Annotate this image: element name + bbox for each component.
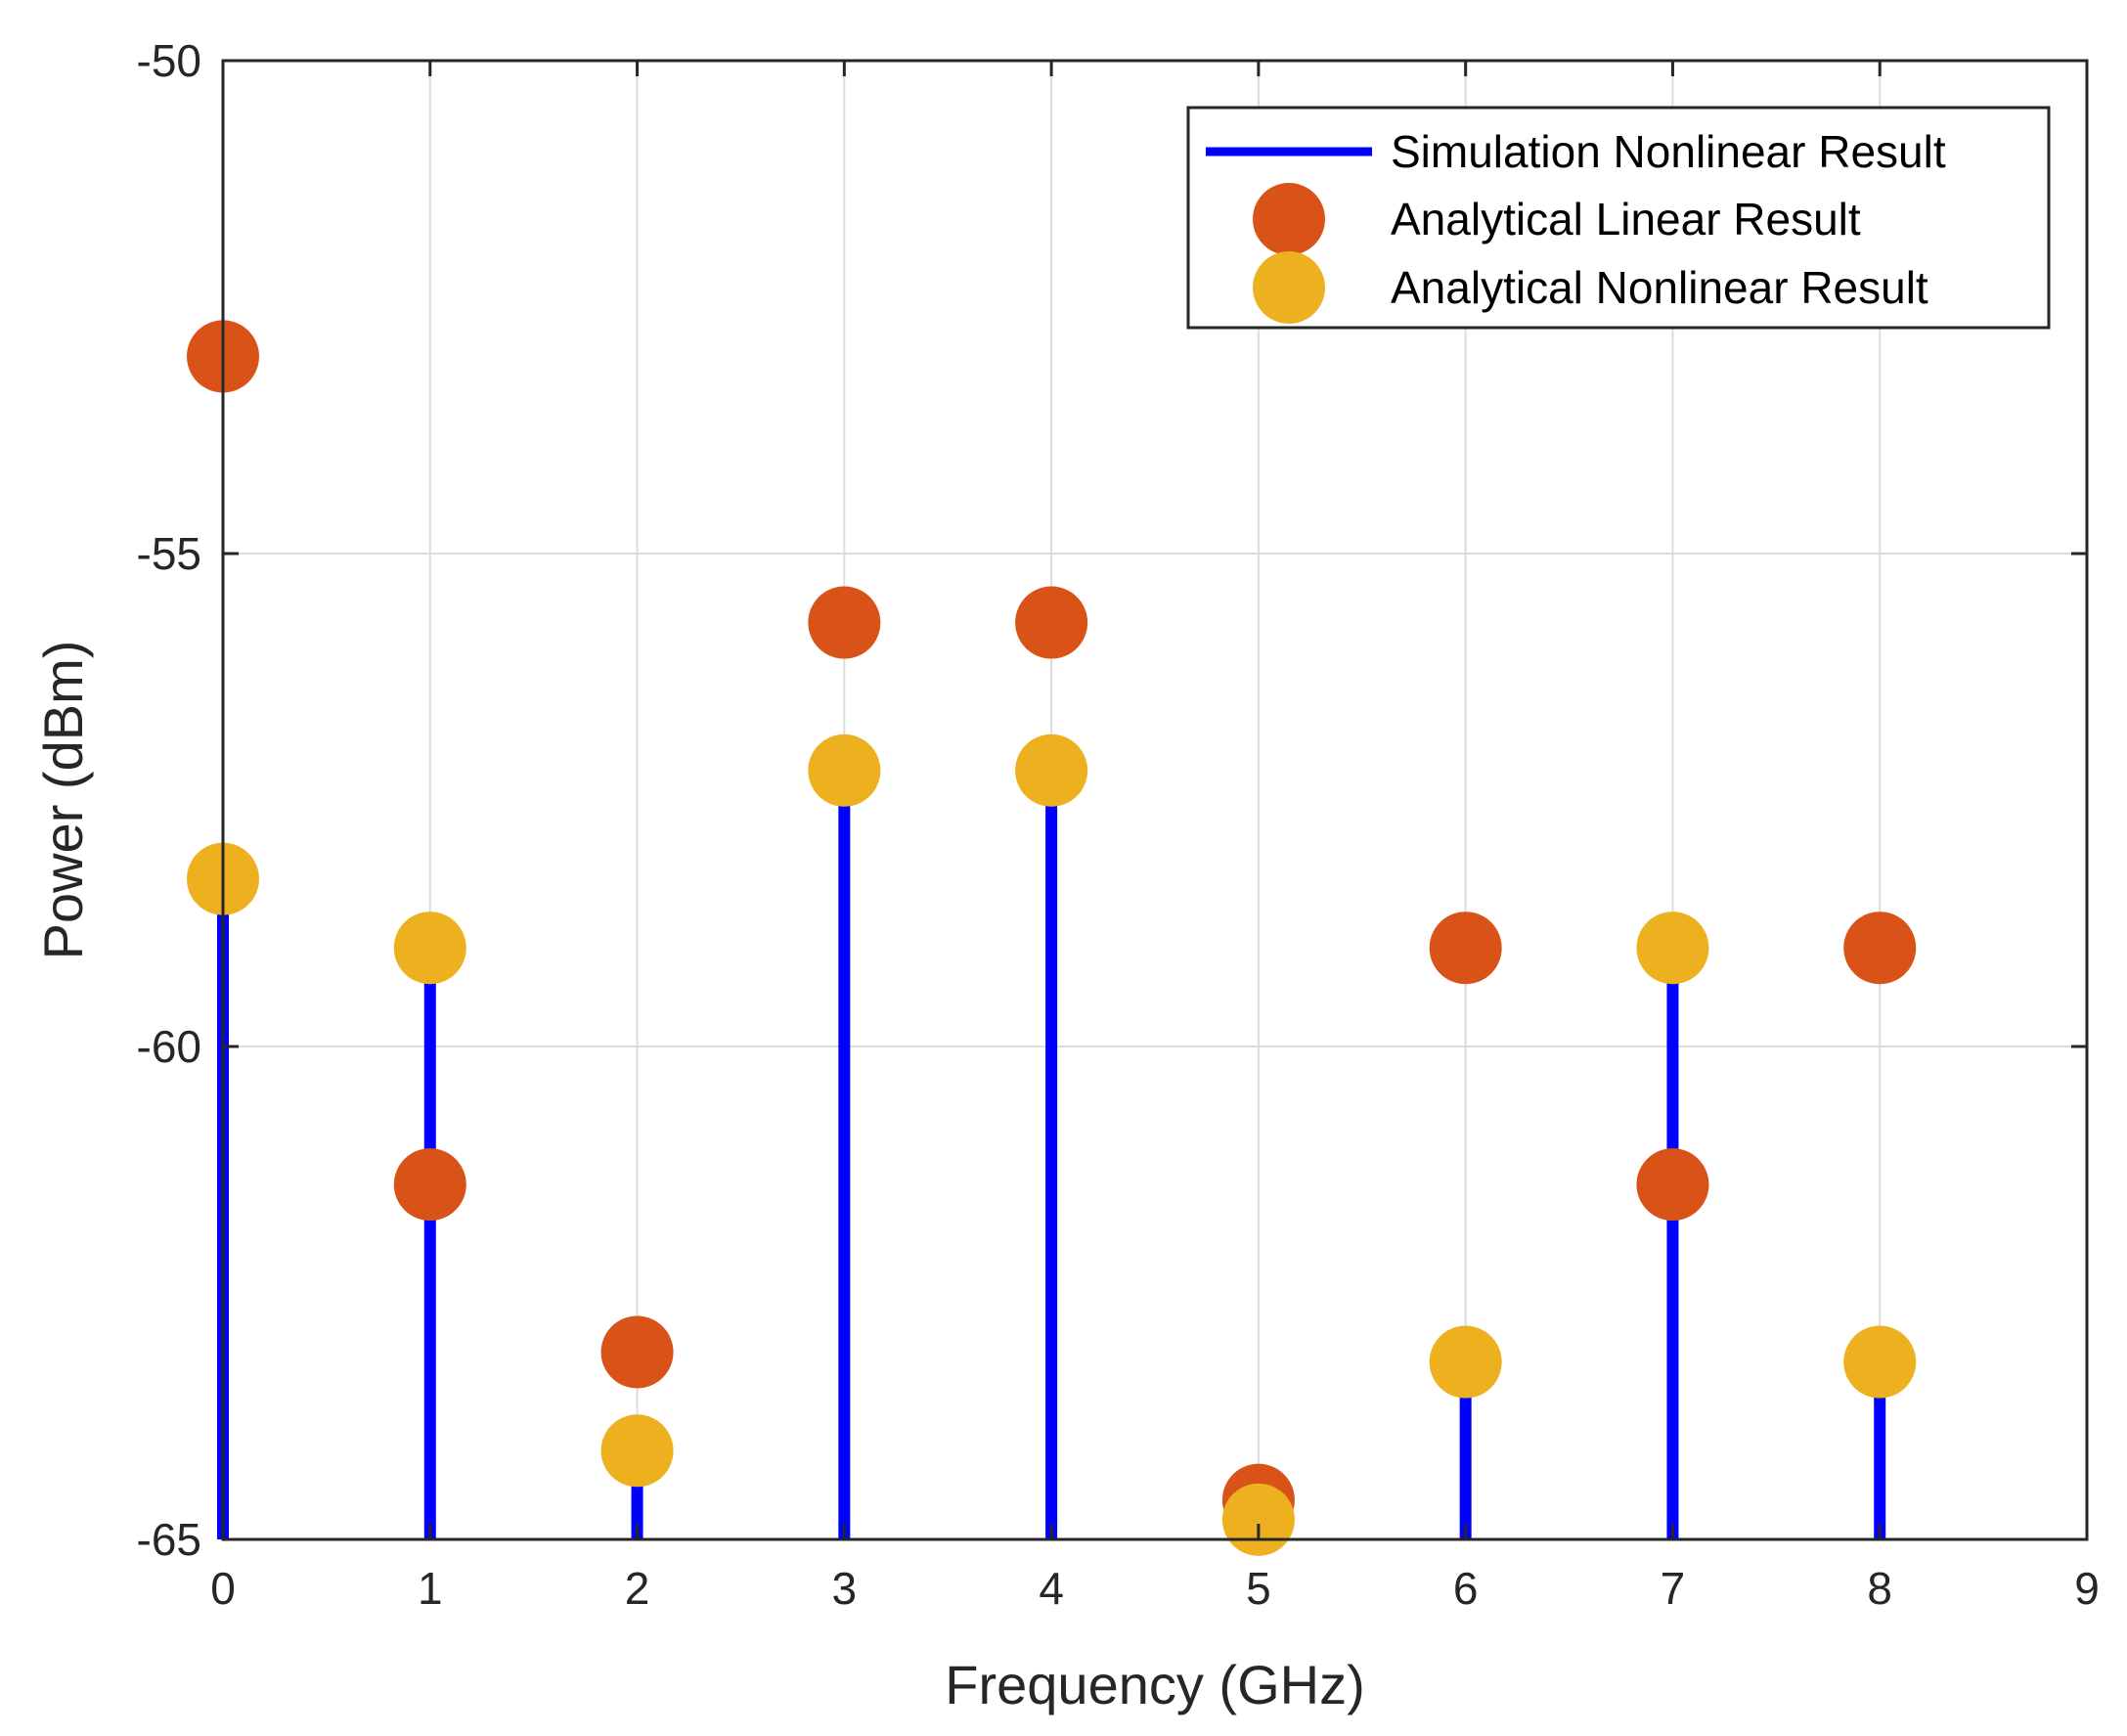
analytical-nonlinear-result-point: [600, 1414, 674, 1488]
x-tick-label: 7: [1661, 1563, 1686, 1614]
legend-label-analytical-linear: Analytical Linear Result: [1391, 194, 1861, 245]
legend-label-simulation-nonlinear: Simulation Nonlinear Result: [1391, 126, 1946, 177]
analytical-nonlinear-result-point: [1429, 1325, 1502, 1399]
analytical-linear-result-point: [1843, 912, 1917, 985]
analytical-linear-result-point: [808, 586, 881, 659]
legend-swatch-analytical-linear: [1253, 183, 1325, 255]
x-tick-label: 6: [1453, 1563, 1479, 1614]
x-tick-label: 4: [1039, 1563, 1064, 1614]
x-tick-label: 8: [1867, 1563, 1892, 1614]
analytical-nonlinear-result-point: [1843, 1325, 1917, 1399]
analytical-nonlinear-result-point: [1221, 1483, 1295, 1556]
analytical-nonlinear-result-point: [808, 734, 881, 807]
y-axis-label: Power (dBm): [32, 641, 94, 960]
analytical-nonlinear-result-point: [1015, 734, 1088, 807]
analytical-nonlinear-result-point: [393, 912, 466, 985]
y-tick-label: -55: [137, 528, 201, 579]
x-tick-label: 9: [2074, 1563, 2100, 1614]
analytical-linear-result-point: [1636, 1148, 1709, 1222]
marker-series: [187, 320, 1917, 1556]
x-tick-label: 5: [1246, 1563, 1271, 1614]
y-tick-label: -50: [137, 35, 201, 86]
x-tick-label: 1: [418, 1563, 443, 1614]
x-tick-label: 2: [625, 1563, 650, 1614]
y-tick-label: -60: [137, 1021, 201, 1072]
analytical-nonlinear-result-point: [1636, 912, 1709, 985]
y-tick-labels: -50 -55 -60 -65: [137, 35, 201, 1565]
axis-ticks: [221, 59, 2089, 1541]
analytical-linear-result-point: [1429, 912, 1502, 985]
analytical-linear-result-point: [393, 1148, 466, 1222]
x-tick-label: 3: [832, 1563, 858, 1614]
analytical-linear-result-point: [1015, 586, 1088, 659]
legend-box: [1186, 106, 2051, 330]
analytical-linear-result-point: [600, 1315, 674, 1389]
legend: Simulation Nonlinear Result Analytical L…: [1186, 106, 2051, 330]
legend-label-analytical-nonlinear: Analytical Nonlinear Result: [1391, 262, 1928, 313]
legend-swatch-analytical-nonlinear: [1253, 251, 1325, 324]
x-tick-labels: 0 1 2 3 4 5 6 7 8 9: [210, 1563, 2100, 1614]
x-axis-label: Frequency (GHz): [945, 1654, 1364, 1715]
y-tick-label: -65: [137, 1514, 201, 1565]
axes-box: [221, 59, 2089, 1541]
x-tick-label: 0: [210, 1563, 236, 1614]
